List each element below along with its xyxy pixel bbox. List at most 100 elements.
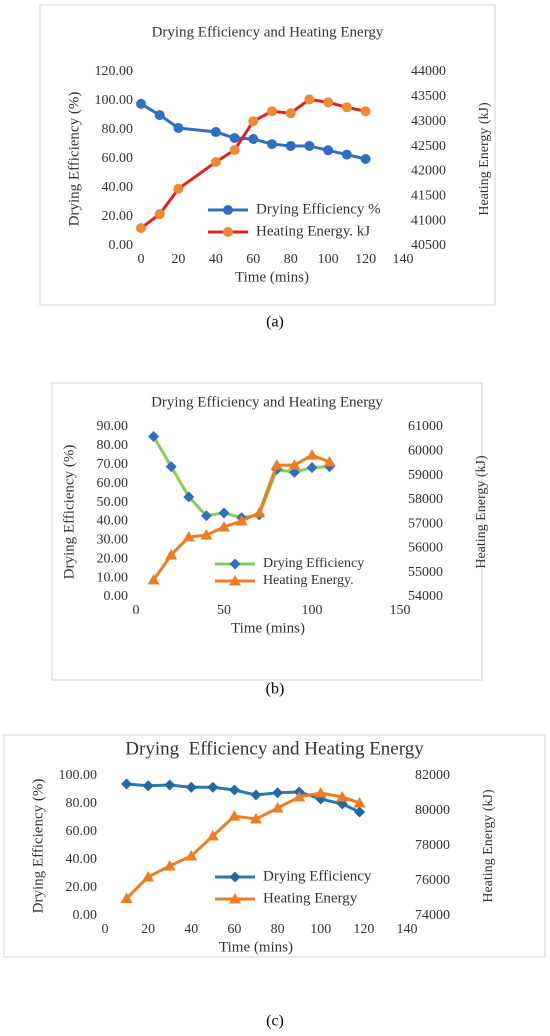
y-tick-label: 120.00 [95, 64, 134, 79]
y-tick-label: 30.00 [97, 533, 129, 548]
marker [164, 779, 176, 791]
y-tick-label: 40.00 [97, 514, 129, 529]
x-tick-label: 120 [353, 922, 374, 937]
y2-tick-label: 43000 [411, 114, 446, 129]
y2-tick-label: 61000 [408, 419, 443, 434]
x-axis-label: Time (mins) [235, 269, 309, 285]
marker [200, 529, 213, 540]
legend-label: Heating Energy. kJ [256, 223, 370, 239]
y-tick-label: 80.00 [97, 438, 129, 453]
marker [323, 145, 334, 156]
marker [173, 183, 184, 194]
marker [173, 122, 184, 133]
x-tick-label: 100 [318, 252, 339, 267]
x-tick-label: 120 [355, 252, 376, 267]
y-tick-label: 40.00 [102, 180, 134, 195]
y2-tick-label: 74000 [415, 908, 450, 923]
chart-frame [51, 382, 483, 681]
legend-label: Drying Efficiency [263, 868, 372, 884]
marker [165, 548, 178, 560]
y-tick-label: 40.00 [66, 852, 98, 867]
marker [218, 507, 230, 519]
y-tick-label: 60.00 [66, 824, 98, 839]
y2-tick-label: 57000 [408, 516, 443, 531]
marker [121, 778, 133, 790]
x-tick-label: 20 [141, 922, 155, 937]
y2-tick-label: 78000 [415, 838, 450, 853]
marker [142, 870, 155, 882]
y-tick-label: 20.00 [97, 551, 129, 566]
chart-title: Drying Efficiency and Heating Energy [125, 738, 424, 759]
chart-frame [39, 4, 496, 306]
x-tick-label: 140 [397, 922, 418, 937]
y-axis-label: Drying Efficiency (%) [30, 779, 46, 914]
y2-axis-label: Heating Energy (kJ) [474, 455, 489, 569]
y2-tick-label: 40500 [411, 238, 446, 253]
y-tick-label: 90.00 [97, 419, 129, 434]
x-tick-label: 60 [246, 252, 260, 267]
chart-title: Drying Efficiency and Heating Energy [152, 24, 384, 40]
y-tick-label: 80.00 [66, 796, 98, 811]
marker [360, 106, 371, 117]
marker [341, 102, 352, 113]
y-tick-label: 10.00 [97, 570, 129, 585]
marker [306, 462, 318, 474]
marker [229, 145, 240, 156]
y2-tick-label: 60000 [408, 444, 443, 459]
x-tick-label: 0 [133, 603, 140, 618]
marker [207, 781, 219, 793]
x-tick-label: 50 [217, 603, 231, 618]
y-tick-label: 20.00 [102, 209, 134, 224]
x-tick-label: 0 [102, 922, 109, 937]
y-tick-label: 0.00 [109, 238, 134, 253]
y2-tick-label: 54000 [408, 589, 443, 604]
marker [200, 510, 212, 522]
marker [120, 892, 133, 903]
marker [210, 127, 221, 138]
marker [336, 791, 349, 802]
y2-tick-label: 59000 [408, 468, 443, 483]
y2-axis-label: Heating Energy (kJ) [477, 102, 492, 216]
legend-label: Drying Efficiency % [256, 201, 381, 217]
y-tick-label: 0.00 [73, 908, 98, 923]
legend-marker [229, 871, 241, 883]
x-tick-label: 140 [393, 252, 414, 267]
x-tick-label: 40 [184, 922, 198, 937]
y-tick-label: 80.00 [102, 122, 134, 137]
marker [285, 140, 296, 151]
x-tick-label: 150 [390, 603, 411, 618]
y2-tick-label: 44000 [411, 64, 446, 79]
y-tick-label: 60.00 [102, 151, 134, 166]
x-tick-label: 20 [171, 252, 185, 267]
marker [314, 786, 327, 798]
marker [267, 106, 277, 117]
y-tick-label: 60.00 [97, 476, 129, 491]
legend-marker [229, 575, 241, 586]
panel-label: (c) [266, 1013, 284, 1030]
marker [185, 849, 198, 861]
marker [229, 132, 240, 143]
y2-tick-label: 80000 [415, 803, 450, 818]
marker [206, 830, 219, 841]
marker [304, 140, 315, 151]
marker [360, 154, 371, 164]
legend-marker [229, 558, 241, 570]
marker [228, 810, 241, 821]
marker [285, 108, 296, 119]
x-tick-label: 80 [271, 922, 285, 937]
legend-label: Drying Efficiency [263, 556, 364, 571]
y-axis-label: Drying Efficiency (%) [66, 92, 82, 227]
legend-marker [223, 227, 233, 237]
marker [271, 802, 284, 813]
marker [306, 449, 318, 460]
y-tick-label: 100.00 [59, 768, 98, 783]
x-tick-label: 0 [138, 252, 145, 267]
y2-tick-label: 41000 [411, 213, 446, 228]
marker [182, 531, 195, 542]
marker [248, 133, 259, 144]
marker [154, 110, 165, 121]
y-tick-label: 50.00 [97, 495, 129, 510]
y-tick-label: 100.00 [95, 93, 134, 108]
marker [293, 791, 306, 802]
